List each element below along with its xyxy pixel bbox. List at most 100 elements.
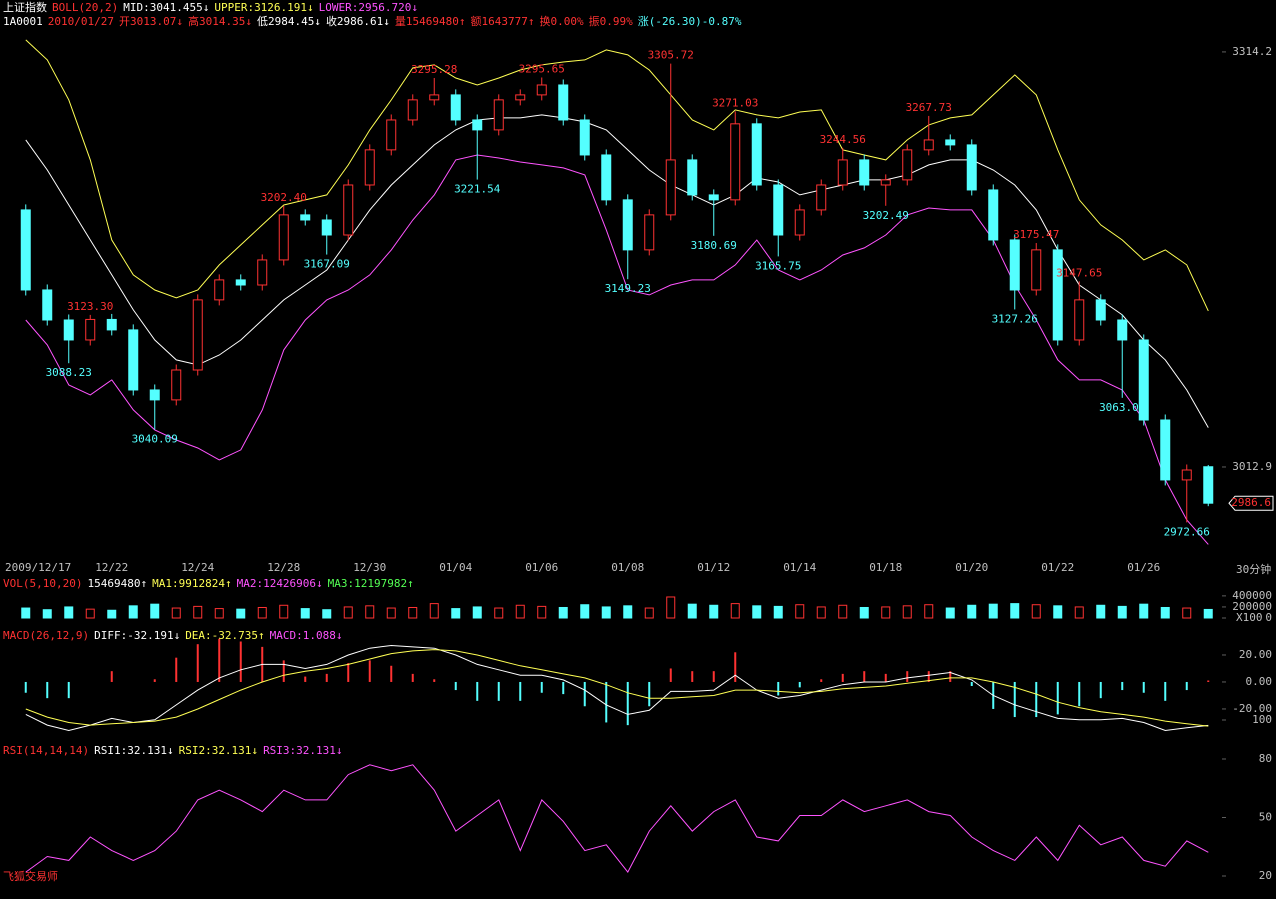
candle-body: [730, 123, 741, 201]
volume-bar: [494, 607, 504, 619]
volume-bar: [386, 607, 396, 619]
x-tick-label: 01/26: [1127, 561, 1160, 574]
volume-bar: [838, 604, 848, 619]
candle-body: [171, 369, 182, 401]
volume-bar: [752, 605, 762, 619]
candle-body: [1052, 249, 1063, 341]
candle-body: [1074, 299, 1085, 341]
header-item: 2010/01/27: [47, 15, 114, 28]
y-tick-label: -20.00: [1232, 702, 1272, 715]
header-item: DIFF:-32.191↓: [94, 629, 181, 642]
volume-bar: [408, 606, 418, 619]
candle-body: [515, 94, 526, 101]
volume-bar: [902, 605, 912, 619]
header-item: BOLL(20,2): [52, 1, 119, 14]
volume-bar: [107, 609, 117, 619]
candle-body: [988, 189, 999, 241]
macd-line: [25, 644, 1209, 732]
volume-bar: [988, 603, 998, 619]
header-item: 额1643777↑: [470, 15, 535, 28]
y-tick-label: 20: [1259, 869, 1272, 882]
period-label: 30分钟: [1236, 562, 1271, 576]
high-label: 3295.65: [519, 62, 565, 75]
low-label: 3149.23: [605, 282, 651, 295]
software-name: 飞狐交易师: [3, 870, 58, 883]
candle-body: [751, 123, 762, 186]
candle-body: [536, 84, 547, 96]
candle-body: [493, 99, 504, 131]
candle-body: [63, 319, 74, 341]
volume-bar: [580, 604, 590, 619]
candle-body: [773, 184, 784, 236]
candle-body: [1203, 466, 1214, 504]
volume-bar: [881, 606, 891, 619]
low-label: 3165.75: [755, 259, 801, 272]
header-item: 量15469480↑: [394, 15, 466, 28]
indicator-header: MACD(26,12,9) DIFF:-32.191↓ DEA:-32.735↑ MA…: [3, 629, 348, 642]
volume-bar: [1117, 605, 1127, 619]
candle-body: [902, 149, 913, 181]
x-tick-label: 01/12: [697, 561, 730, 574]
boll-line: [25, 154, 1209, 545]
volume-bar: [859, 606, 869, 619]
x-tick-label: 12/30: [353, 561, 386, 574]
candle-body: [300, 214, 311, 221]
header-item: 1A0001: [3, 15, 43, 28]
volume-bar: [1053, 605, 1063, 619]
volume-bar: [429, 603, 439, 619]
volume-bar: [1182, 607, 1192, 619]
volume-bar: [1160, 606, 1170, 619]
volume-bar: [709, 604, 719, 619]
candle-body: [85, 318, 96, 341]
low-label: 3063.09: [1099, 401, 1145, 414]
candle-body: [880, 179, 891, 186]
y-tick-label: 0.00: [1246, 675, 1273, 688]
rsi-line: [25, 764, 1209, 874]
header-item: 收2986.61↓: [325, 15, 390, 28]
macd-line: [25, 649, 1209, 727]
candle-body: [364, 149, 375, 186]
candle-body: [278, 214, 289, 261]
y-tick-label: 80: [1259, 752, 1272, 765]
x-tick-label: 01/18: [869, 561, 902, 574]
header-item: MA2:12426906↓: [236, 577, 323, 590]
candle-body: [472, 119, 483, 131]
low-label: 3127.26: [992, 312, 1038, 325]
header-item: 开3013.07↓: [118, 15, 183, 28]
high-label: 3244.56: [820, 133, 866, 146]
volume-bar: [666, 596, 676, 619]
low-label: 3040.09: [132, 433, 178, 446]
x-tick-label: 01/22: [1041, 561, 1074, 574]
volume-bar: [236, 608, 246, 619]
candle-body: [235, 279, 246, 286]
x-tick-label: 12/24: [181, 561, 214, 574]
unit-label: X100: [1236, 611, 1263, 624]
low-label: 3202.49: [863, 209, 909, 222]
volume-bar: [537, 605, 547, 619]
volume-bar: [558, 606, 568, 619]
header-item: DEA:-32.735↑: [185, 629, 265, 642]
high-label: 3123.30: [67, 300, 113, 313]
candle-body: [687, 159, 698, 196]
header-item: UPPER:3126.191↓: [214, 1, 314, 14]
candle-body: [214, 279, 225, 301]
candle-body: [149, 389, 160, 401]
volume-bar: [1096, 604, 1106, 619]
header-item: 高3014.35↓: [187, 15, 252, 28]
volume-bar: [816, 606, 826, 619]
indicator-header: 1A0001 2010/01/27 开3013.07↓ 高3014.35↓ 低2984.…: [3, 15, 746, 28]
volume-bar: [1031, 604, 1041, 619]
x-tick-label: 2009/12/17: [5, 561, 71, 574]
candle-body: [1095, 299, 1106, 321]
volume-bar: [1010, 603, 1020, 619]
candle-body: [192, 299, 203, 371]
candle-body: [644, 214, 655, 251]
x-tick-label: 01/14: [783, 561, 816, 574]
x-tick-label: 12/28: [267, 561, 300, 574]
header-item: LOWER:2956.720↓: [318, 1, 419, 14]
header-item: 换0.00%: [539, 15, 584, 28]
volume-bar: [193, 605, 203, 619]
candle-body: [601, 154, 612, 201]
